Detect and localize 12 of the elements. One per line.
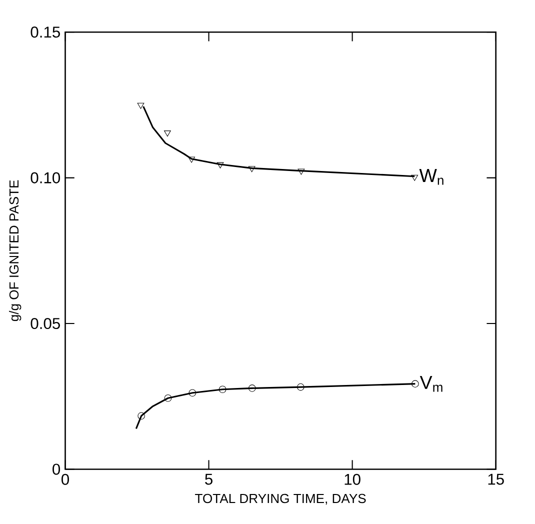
x-tick-label: 0	[62, 474, 69, 485]
x-tick-label: 10	[344, 474, 360, 485]
y-tick-label: 0.10	[30, 172, 60, 184]
y-tick-label: 0	[52, 464, 60, 475]
y-tick-label: 0.05	[30, 318, 60, 330]
x-tick-label: 5	[205, 474, 212, 485]
y-axis-title: g/g OF IGNITED PASTE	[9, 180, 22, 322]
x-tick-label: 15	[488, 474, 504, 485]
series-label: V$_{m}$	[420, 376, 442, 392]
legend-label: W$_{n}$	[419, 169, 444, 185]
y-tick-label: 0.15	[30, 26, 60, 38]
x-axis-title: TOTAL DRYING TIME, DAYS	[195, 494, 366, 505]
